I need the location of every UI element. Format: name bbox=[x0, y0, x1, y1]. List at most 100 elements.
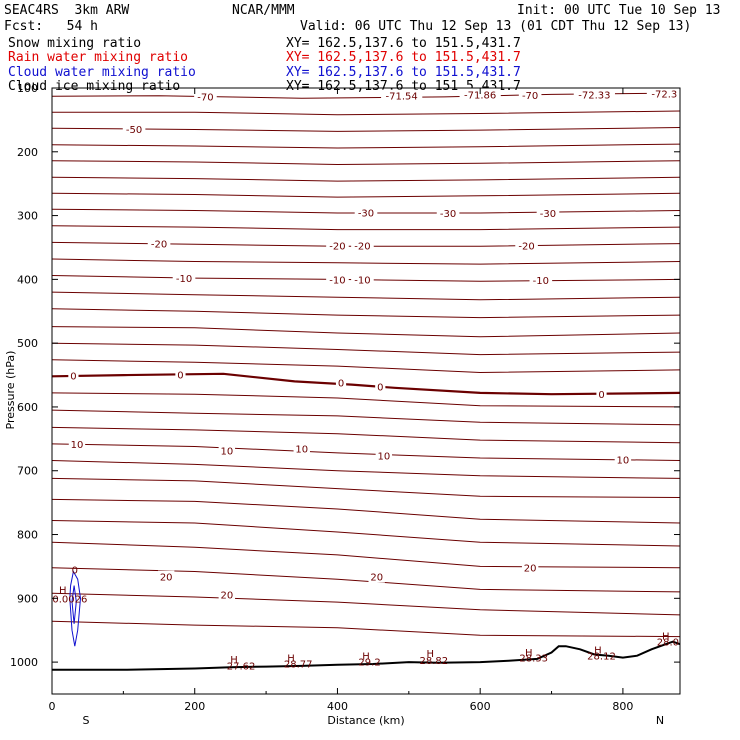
y-tick-label: 800 bbox=[17, 529, 38, 542]
isotherm-line bbox=[51, 426, 681, 444]
isotherm-label: 20 bbox=[220, 590, 233, 601]
isotherm-line bbox=[51, 567, 681, 593]
legend-rain-name: Rain water mixing ratio bbox=[8, 50, 189, 65]
isotherm-line bbox=[51, 92, 681, 99]
x-tick-label: 400 bbox=[327, 700, 348, 713]
isotherm-label-bg bbox=[351, 273, 374, 286]
y-tick-label: 100 bbox=[17, 82, 38, 95]
isotherm-line bbox=[51, 392, 681, 408]
x-tick-label: 0 bbox=[49, 700, 56, 713]
isotherm-line bbox=[51, 443, 681, 461]
isotherm-label: -71.86 bbox=[464, 90, 496, 101]
isotherm-label: 0 bbox=[598, 390, 604, 401]
isotherm-line bbox=[52, 110, 681, 116]
isotherm-label-bg bbox=[529, 274, 553, 287]
isotherm-line bbox=[51, 160, 681, 166]
isotherm-label: 20 bbox=[160, 573, 173, 584]
surface-value-label: 29.2 bbox=[358, 657, 380, 668]
isotherm-label-bg bbox=[175, 368, 186, 381]
isotherm-label-bg bbox=[518, 89, 542, 102]
high-marker: H bbox=[426, 649, 434, 660]
isotherm-label-bg bbox=[122, 122, 146, 135]
high-marker: H bbox=[594, 645, 602, 656]
isotherm-label: 0 bbox=[338, 379, 344, 390]
isotherm-label: -72.3 bbox=[651, 90, 677, 101]
x-axis-label: Distance (km) bbox=[327, 714, 404, 727]
surface-value-label: 28.33 bbox=[519, 654, 548, 665]
isotherm-line bbox=[51, 308, 681, 319]
isotherm-label: -71.54 bbox=[386, 92, 418, 103]
isotherm-line bbox=[51, 342, 681, 356]
model-title: SEAC4RS 3km ARW bbox=[4, 3, 130, 18]
isotherm-label-bg bbox=[194, 90, 217, 103]
isotherm-label-bg bbox=[596, 388, 607, 401]
isotherm-label: 10 bbox=[220, 446, 233, 457]
isotherm-line bbox=[51, 409, 681, 426]
terrain-surface-line bbox=[52, 640, 681, 671]
isotherm-label: -10 bbox=[533, 276, 549, 287]
isotherm-line bbox=[51, 192, 681, 198]
y-tick-label: 500 bbox=[17, 337, 38, 350]
high-marker: H bbox=[59, 585, 67, 596]
isotherm-layer bbox=[51, 92, 681, 638]
isotherm-label-bg bbox=[536, 207, 560, 220]
isotherm-label-bg bbox=[326, 273, 349, 286]
north-label: N bbox=[656, 714, 664, 727]
isotherm-label: 10 bbox=[617, 455, 630, 466]
isotherm-label-bg bbox=[218, 444, 236, 457]
legend-snow-xy: XY= 162.5,137.6 to 151.5,431.7 bbox=[286, 36, 521, 51]
valid-time: Valid: 06 UTC Thu 12 Sep 13 (01 CDT Thu … bbox=[300, 19, 692, 34]
isotherm-line bbox=[51, 372, 681, 396]
high-marker: H bbox=[662, 631, 670, 642]
isotherm-label-bg bbox=[335, 376, 347, 389]
isotherm-label-bg bbox=[375, 380, 386, 393]
high-marker: H bbox=[287, 654, 295, 665]
legend-rain-xy: XY= 162.5,137.6 to 151.5,431.7 bbox=[286, 50, 521, 65]
high-marker: H bbox=[230, 655, 238, 666]
y-tick-label: 200 bbox=[17, 146, 38, 159]
isotherm-label-bg bbox=[68, 369, 79, 382]
y-tick-label: 700 bbox=[17, 465, 38, 478]
isotherm-label: 0 bbox=[70, 372, 76, 383]
y-tick-label: 900 bbox=[17, 592, 38, 605]
isotherm-label-bg bbox=[368, 570, 385, 583]
isotherm-line bbox=[51, 225, 681, 231]
isotherm-label: -10 bbox=[329, 275, 345, 286]
y-tick-label: 600 bbox=[17, 401, 38, 414]
isotherm-label-bg bbox=[459, 88, 501, 101]
contour-label-layer: -70 -71.54 -71.86 -70 -72.33 -72.3 -50 -30 -30 -3… bbox=[52, 87, 682, 672]
isotherm-label: -30 bbox=[540, 209, 556, 220]
isotherm-label-bg bbox=[147, 237, 171, 250]
terrain-layer bbox=[52, 640, 681, 671]
isotherm-label: 10 bbox=[295, 444, 308, 455]
cloud-water-contour bbox=[71, 585, 77, 624]
surface-value-label: 28.12 bbox=[587, 652, 616, 663]
isotherm-label: -70 bbox=[522, 91, 538, 102]
legend-snow-name: Snow mixing ratio bbox=[8, 36, 142, 51]
legend-cloud-ice-name: Cloud ice mixing ratio bbox=[8, 79, 181, 94]
isotherm-label: 0 bbox=[377, 383, 383, 394]
isotherm-label-bg bbox=[326, 239, 349, 252]
y-tick-label: 300 bbox=[17, 210, 38, 223]
high-marker: H bbox=[525, 648, 533, 659]
cloud-water-contour bbox=[69, 570, 82, 647]
south-label: S bbox=[83, 714, 90, 727]
isotherm-label: -20 bbox=[329, 242, 345, 253]
isotherm-label: -10 bbox=[354, 275, 370, 286]
isotherm-line bbox=[51, 359, 681, 374]
cloud-layer bbox=[69, 570, 82, 647]
isotherm-label: -20 bbox=[518, 242, 534, 253]
isotherm-label-bg bbox=[68, 437, 86, 450]
forecast-hour: Fcst: 54 h bbox=[4, 19, 98, 34]
isotherm-label: -30 bbox=[440, 209, 456, 220]
isotherm-label-bg bbox=[381, 89, 423, 102]
isotherm-line bbox=[51, 541, 681, 569]
x-tick-label: 800 bbox=[612, 700, 633, 713]
isotherm-label: -72.33 bbox=[578, 90, 610, 101]
isotherm-line bbox=[51, 326, 681, 338]
isotherm-line bbox=[51, 592, 681, 616]
x-tick-label: 600 bbox=[470, 700, 491, 713]
isotherm-label: 10 bbox=[377, 451, 390, 462]
y-tick-label: 1000 bbox=[10, 656, 38, 669]
